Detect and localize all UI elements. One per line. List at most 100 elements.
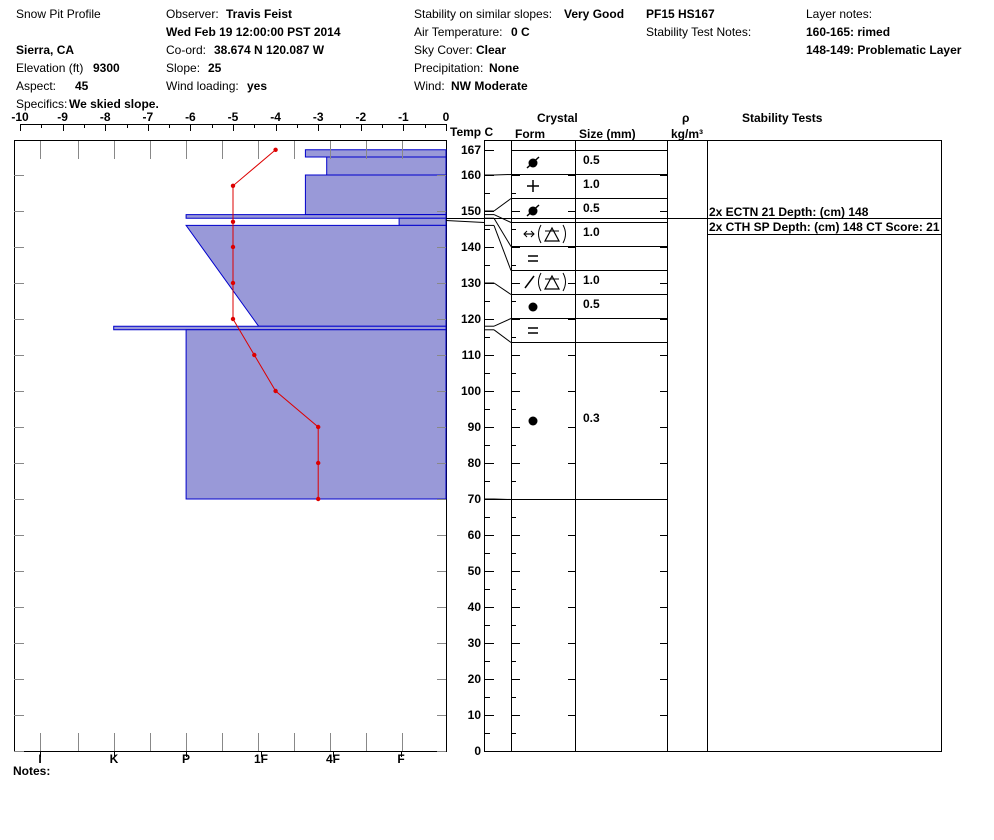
layer-connector <box>493 198 512 212</box>
temperature-tick-label: -8 <box>100 110 111 124</box>
grain-form-rimed-icon <box>526 156 540 169</box>
height-tick-label: 90 <box>468 420 482 434</box>
slope-label: Slope: <box>166 61 201 75</box>
grain-size: 0.5 <box>583 297 600 311</box>
temperature-tick-label: 0 <box>443 110 450 124</box>
notes-label: Notes: <box>13 764 51 778</box>
temp-axis-label: Temp C <box>450 125 494 139</box>
hardness-tick-label: I <box>38 752 41 766</box>
height-tick-label: 150 <box>461 204 481 218</box>
temperature-point <box>273 388 278 394</box>
height-tick-label: 70 <box>468 492 482 506</box>
temperature-tick-label: -2 <box>355 110 366 124</box>
rounded-dot <box>528 302 538 312</box>
coord-label: Co-ord: <box>166 43 207 57</box>
observer-label: Observer: <box>166 7 219 21</box>
temperature-point <box>316 424 321 430</box>
stability-depth-line <box>445 220 485 223</box>
facet-slash <box>524 275 535 289</box>
grain-form-rounded-icon <box>528 416 538 426</box>
height-tick-label: 20 <box>468 672 482 686</box>
hoar-triangle <box>543 274 561 290</box>
layer-connector <box>493 498 512 500</box>
temperature-point <box>230 219 236 224</box>
height-tick-label: 160 <box>461 168 481 182</box>
temperature-tick-label: -9 <box>57 110 68 124</box>
temperature-tick-label: -5 <box>228 110 239 124</box>
grain-size: 1.0 <box>583 225 600 239</box>
aspect-label: Aspect: <box>16 79 57 93</box>
coord-value: 38.674 N 120.087 W <box>214 43 325 57</box>
hardness-layer <box>185 224 447 327</box>
precip-label: Precipitation: <box>414 61 484 75</box>
sky-label: Sky Cover: <box>414 43 473 57</box>
paren-left <box>538 224 542 244</box>
wind-loading-label: Wind loading: <box>166 79 239 93</box>
layer-connector <box>493 174 512 176</box>
grain-form-rounded-faceted-icon <box>528 327 538 334</box>
layer-connector <box>493 217 512 247</box>
hardness-layer <box>304 174 447 216</box>
hardness-tick-label: F <box>397 752 404 766</box>
hardness-layer <box>326 156 447 176</box>
hardness-layer <box>113 325 447 331</box>
paren-right <box>562 224 566 244</box>
hardness-tick-label: 4F <box>326 752 340 766</box>
height-tick-label: 40 <box>468 600 482 614</box>
grain-size: 0.5 <box>583 153 600 167</box>
grain-form-precip-icon <box>527 180 539 192</box>
rimed-slash <box>526 204 540 217</box>
temperature-point <box>230 183 236 188</box>
layer-notes-label: Layer notes: <box>806 7 873 21</box>
temperature-tick-label: -6 <box>185 110 196 124</box>
hardness-tick-label: 1F <box>254 752 268 766</box>
grain-form-facet-depth-hoar-icon <box>524 272 566 292</box>
temperature-point <box>230 316 236 322</box>
grain-form-depth-hoar-mixed-icon <box>523 224 566 244</box>
stability-test-entry: 2x ECTN 21 Depth: (cm) 148 <box>709 205 869 219</box>
wind-label: Wind: <box>414 79 445 93</box>
layer-connector <box>493 282 512 295</box>
temperature-point <box>230 244 236 250</box>
grain-size: 1.0 <box>583 273 600 287</box>
temperature-point <box>252 352 257 358</box>
air-temp-value: 0 C <box>511 25 530 39</box>
height-tick-label: 10 <box>468 708 482 722</box>
stability-value: Very Good <box>564 7 625 21</box>
sky-value: Clear <box>476 43 507 57</box>
grain-form-rounded-icon <box>528 302 538 312</box>
height-tick-label: 0 <box>474 744 481 758</box>
rounded-dot <box>528 416 538 426</box>
location: Sierra, CA <box>16 43 75 57</box>
layer-connector <box>493 329 512 343</box>
height-tick-label: 80 <box>468 456 482 470</box>
temperature-tick-label: -1 <box>398 110 409 124</box>
stability-test-entry: 2x CTH SP Depth: (cm) 148 CT Score: 21 <box>709 220 940 234</box>
stability-label: Stability on similar slopes: <box>414 7 553 21</box>
form-header: Form <box>515 127 545 141</box>
temperature-point <box>316 496 321 502</box>
layer-connector <box>493 225 512 271</box>
temperature-tick-label: -10 <box>11 110 29 124</box>
hoar-triangle <box>543 226 561 242</box>
specifics-label: Specifics: <box>16 97 68 111</box>
height-tick-label: 60 <box>468 528 482 542</box>
hardness-tick-label: P <box>182 752 190 766</box>
wind-value: NW Moderate <box>451 79 528 93</box>
grain-form-rounded-faceted-icon <box>528 255 538 262</box>
grain-form-rimed-icon <box>526 204 540 217</box>
height-tick-label: 30 <box>468 636 482 650</box>
height-tick-label: 110 <box>462 348 482 362</box>
hardness-layer <box>185 214 447 219</box>
specifics-value: We skied slope. <box>69 97 159 111</box>
height-tick-label: 50 <box>468 564 482 578</box>
temperature-tick-label: -3 <box>313 110 324 124</box>
aspect-value: 45 <box>75 79 89 93</box>
rimed-slash <box>526 156 540 169</box>
stability-notes-label: Stability Test Notes: <box>646 25 752 39</box>
layer-connector <box>493 318 512 327</box>
height-tick-label: 130 <box>461 276 481 290</box>
height-tick-label: 120 <box>461 312 481 326</box>
grain-size: 0.3 <box>583 411 600 425</box>
